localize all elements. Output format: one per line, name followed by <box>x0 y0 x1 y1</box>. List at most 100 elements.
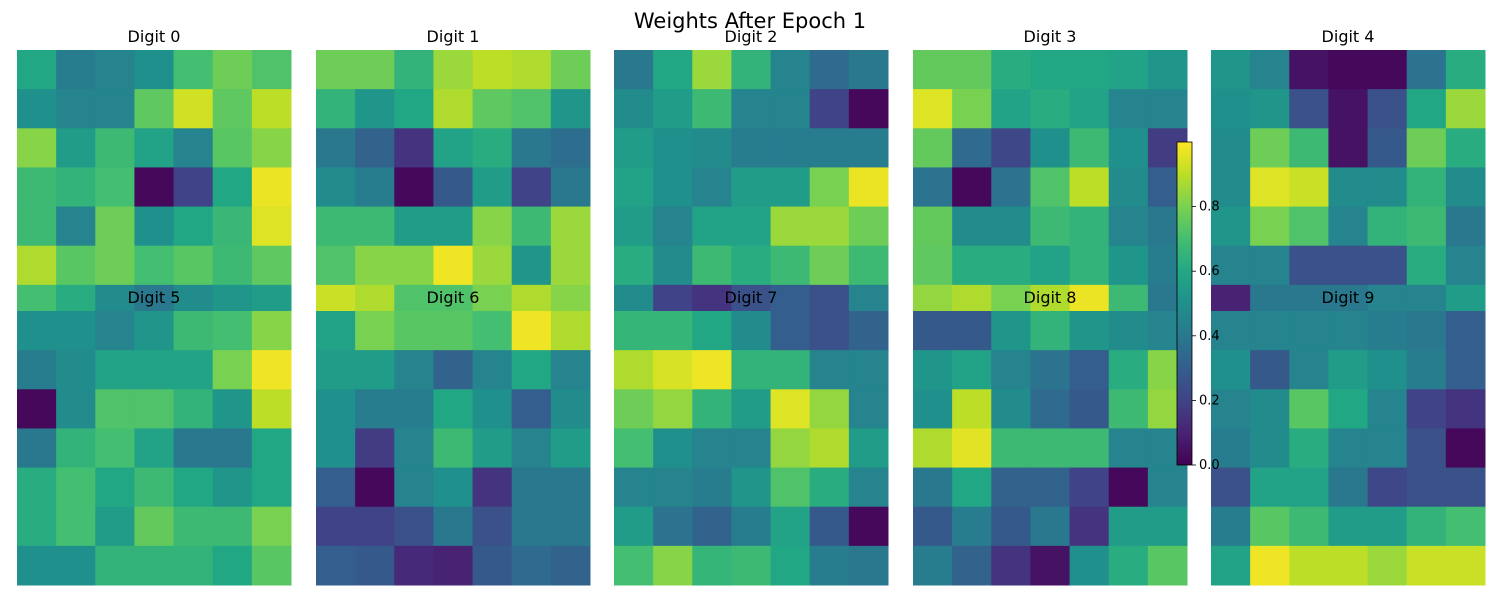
heatmap-cell <box>355 128 395 168</box>
heatmap-cell <box>134 50 175 90</box>
heatmap-cell <box>511 167 552 208</box>
heatmap-cell <box>1030 206 1071 247</box>
heatmap-cell <box>991 128 1031 168</box>
heatmap-cell <box>394 545 434 586</box>
heatmap-cell <box>212 350 253 390</box>
heatmap-cell <box>1108 467 1149 508</box>
heatmap-cell <box>692 467 732 508</box>
heatmap-panel-digit-4 <box>1211 50 1486 325</box>
heatmap-cell <box>809 506 850 547</box>
heatmap-cell <box>433 467 474 508</box>
heatmap-cell <box>913 350 953 390</box>
heatmap-cell <box>1108 167 1149 208</box>
heatmap-cell <box>1289 506 1329 547</box>
heatmap-cell <box>316 506 356 547</box>
heatmap-cell <box>1328 167 1369 208</box>
heatmap-cell <box>56 89 96 129</box>
heatmap-cell <box>550 311 591 351</box>
heatmap-cell <box>1108 428 1149 469</box>
heatmap-cell <box>251 350 292 390</box>
heatmap-cell <box>913 167 953 208</box>
heatmap-cell <box>1406 467 1447 508</box>
heatmap-cell <box>17 128 57 168</box>
heatmap-cell <box>731 467 772 508</box>
heatmap-cell <box>1367 311 1408 351</box>
heatmap-cell <box>731 545 772 586</box>
heatmap-cell <box>212 206 253 247</box>
heatmap-cell <box>17 428 57 469</box>
heatmap-cell <box>1211 167 1251 208</box>
heatmap-cell <box>692 350 732 390</box>
heatmap-cell <box>848 50 889 90</box>
heatmap-cell <box>1250 350 1290 390</box>
heatmap-cell <box>770 206 811 247</box>
heatmap-cell <box>1367 506 1408 547</box>
heatmap-cell <box>614 428 654 469</box>
heatmap-cell <box>1367 206 1408 247</box>
heatmap-cell <box>1211 50 1251 90</box>
heatmap-cell <box>1069 167 1110 208</box>
heatmap-cell <box>1367 545 1408 586</box>
heatmap-cell <box>1250 50 1290 90</box>
heatmap-cell <box>848 245 889 286</box>
heatmap-cell <box>173 245 214 286</box>
heatmap-cell <box>1289 50 1329 90</box>
heatmap-cell <box>56 50 96 90</box>
heatmap-cell <box>550 350 591 390</box>
heatmap-cell <box>433 128 474 168</box>
heatmap-cell <box>991 245 1031 286</box>
heatmap-cell <box>134 506 175 547</box>
heatmap-cell <box>731 506 772 547</box>
heatmap-cell <box>355 428 395 469</box>
heatmap-cell <box>134 167 175 208</box>
heatmap-cell <box>1069 245 1110 286</box>
panel-titles: Digit 0 Digit 1 Digit 2 Digit 3 Digit 4 Digit… <box>128 27 1375 307</box>
heatmap-cell <box>17 167 57 208</box>
heatmap-cell <box>355 311 395 351</box>
heatmap-cell <box>1108 545 1149 586</box>
heatmap-cell <box>614 50 654 90</box>
heatmap-cell <box>56 467 96 508</box>
heatmap-cell <box>1406 245 1447 286</box>
panel-title-digit-7: Digit 7 <box>725 288 778 307</box>
heatmap-cell <box>1147 467 1188 508</box>
heatmap-panel-digit-6 <box>316 311 591 586</box>
heatmap-cell <box>173 311 214 351</box>
heatmap-cell <box>1147 545 1188 586</box>
heatmap-cell <box>1211 245 1251 286</box>
heatmap-cell <box>653 545 693 586</box>
heatmap-cell <box>394 206 434 247</box>
heatmap-cell <box>1445 428 1486 469</box>
heatmap-cell <box>692 128 732 168</box>
heatmap-cell <box>56 545 96 586</box>
heatmap-cell <box>1211 389 1251 429</box>
heatmap-cell <box>1250 245 1290 286</box>
heatmap-cell <box>134 311 175 351</box>
heatmap-cell <box>433 506 474 547</box>
colorbar: 0.0 0.2 0.4 0.6 0.8 <box>1176 141 1220 473</box>
heatmap-cell <box>134 545 175 586</box>
heatmap-cell <box>511 89 552 129</box>
heatmap-cell <box>809 245 850 286</box>
heatmap-cell <box>134 89 175 129</box>
heatmap-cell <box>1069 545 1110 586</box>
heatmap-cell <box>134 245 175 286</box>
heatmap-cell <box>472 89 513 129</box>
heatmap-cell <box>212 467 253 508</box>
heatmap-cell <box>550 206 591 247</box>
heatmap-cell <box>511 506 552 547</box>
heatmap-cell <box>173 128 214 168</box>
heatmap-cell <box>433 350 474 390</box>
heatmap-cell <box>1445 50 1486 90</box>
heatmap-cell <box>1030 350 1071 390</box>
heatmap-cell <box>1406 545 1447 586</box>
heatmap-cell <box>134 389 175 429</box>
heatmap-panel-digit-9 <box>1211 311 1486 586</box>
panel-title-digit-5: Digit 5 <box>128 288 181 307</box>
heatmap-cell <box>56 506 96 547</box>
heatmap-cell <box>17 467 57 508</box>
heatmap-cell <box>550 167 591 208</box>
heatmap-cell <box>614 350 654 390</box>
heatmap-cell <box>1108 389 1149 429</box>
heatmap-cell <box>848 206 889 247</box>
